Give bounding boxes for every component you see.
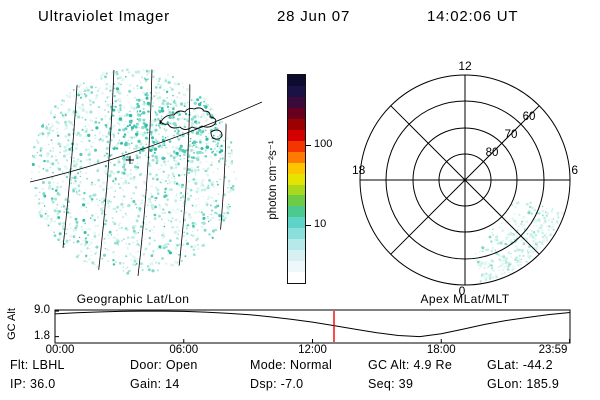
colorbar-segment <box>288 85 305 97</box>
timeline-xtick-label: 18:00 <box>426 344 456 356</box>
colorbar-segment <box>288 228 305 240</box>
geographic-grid-parallel <box>29 101 263 183</box>
colorbar-segment <box>288 140 305 152</box>
colorbar-segment <box>288 107 305 119</box>
colorbar-units-label: photon cm⁻²s⁻¹ <box>267 140 279 220</box>
colorbar-segment <box>288 75 305 86</box>
colorbar: 100 10 <box>287 74 339 284</box>
timeline-frame <box>54 309 571 344</box>
status-dsp: Dsp: -7.0 <box>250 377 304 391</box>
colorbar-scale: 100 10 <box>287 74 339 284</box>
timeline-xtick-label: 23:59 <box>538 344 568 356</box>
colorbar-segment <box>288 118 305 130</box>
center-cross-marker <box>126 156 134 164</box>
colorbar-segment <box>288 206 305 218</box>
colorbar-tick-mark <box>306 225 311 227</box>
uvi-disk-image <box>29 67 263 276</box>
status-gain: Gain: 14 <box>130 377 180 391</box>
colorbar-segment <box>288 96 305 108</box>
status-glon: GLon: 185.9 <box>487 377 560 391</box>
colorbar-tick-label: 100 <box>314 138 333 151</box>
mlat-ring-labels: 60 70 80 <box>486 111 536 159</box>
timeline-ytick-label: 1.8 <box>34 329 50 342</box>
status-door: Door: Open <box>130 358 198 372</box>
status-flt: Flt: LBHL <box>10 358 65 372</box>
timeline-plot <box>54 310 571 343</box>
timeline-xtick-labels: 00:00 06:00 12:00 18:00 23:59 <box>0 344 600 358</box>
status-row-2: IP: 36.0 Gain: 14 Dsp: -7.0 Seq: 39 GLon… <box>0 377 600 391</box>
status-mode: Mode: Normal <box>250 358 333 372</box>
observation-date: 28 Jun 07 <box>277 8 351 25</box>
status-gc-alt: GC Alt: 4.9 Re <box>368 358 453 372</box>
app-title: Ultraviolet Imager <box>38 8 170 25</box>
status-row-1: Flt: LBHL Door: Open Mode: Normal GC Alt… <box>0 358 600 372</box>
mlat-label-70: 70 <box>505 129 518 141</box>
colorbar-segment <box>288 184 305 196</box>
colorbar-gradient <box>287 74 306 284</box>
timeline-ytick-labels: 9.0 1.8 <box>18 302 52 354</box>
status-glat: GLat: -44.2 <box>487 358 553 372</box>
colorbar-tick-label: 10 <box>314 218 327 231</box>
timeline-ytick-label: 9.0 <box>34 304 50 317</box>
mlt-label-0: 0 <box>459 284 466 298</box>
colorbar-segment <box>288 129 305 141</box>
disk-caption: Geographic Lat/Lon <box>76 292 190 306</box>
timeline-ylabel: GC Alt <box>6 308 18 340</box>
status-seq: Seq: 39 <box>368 377 414 391</box>
mlt-label-12: 12 <box>458 59 472 73</box>
gc-alt-timeline <box>54 309 571 344</box>
coastline-overlay <box>159 107 223 140</box>
colorbar-segment <box>288 217 305 229</box>
timeline-xtick-label: 06:00 <box>169 344 199 356</box>
status-ip: IP: 36.0 <box>10 377 56 391</box>
colorbar-segment <box>288 272 305 284</box>
polar-emission-speckles <box>475 201 564 283</box>
colorbar-segment <box>288 162 305 174</box>
colorbar-segment <box>288 239 305 251</box>
colorbar-segment <box>288 261 305 273</box>
colorbar-segment <box>288 173 305 185</box>
timeline-xtick-label: 00:00 <box>45 344 75 356</box>
polar-caption: Apex MLat/MLT <box>420 292 510 306</box>
mlt-label-18: 18 <box>352 163 366 177</box>
uvi-disk-speckles <box>30 67 238 275</box>
mlat-label-80: 80 <box>486 147 499 159</box>
mlt-spokes <box>360 75 570 285</box>
colorbar-segment <box>288 195 305 207</box>
mlt-label-6: 6 <box>571 163 578 177</box>
timeline-xtick-label: 12:00 <box>298 344 327 356</box>
mlt-hour-labels: 12 18 6 0 <box>352 59 578 298</box>
colorbar-tick-mark <box>306 145 311 147</box>
colorbar-segment <box>288 151 305 163</box>
mlat-label-60: 60 <box>523 111 536 123</box>
colorbar-segment <box>288 250 305 262</box>
observation-time: 14:02:06 UT <box>427 8 519 25</box>
apex-polar-plot: 12 18 6 0 60 70 80 <box>352 59 578 298</box>
